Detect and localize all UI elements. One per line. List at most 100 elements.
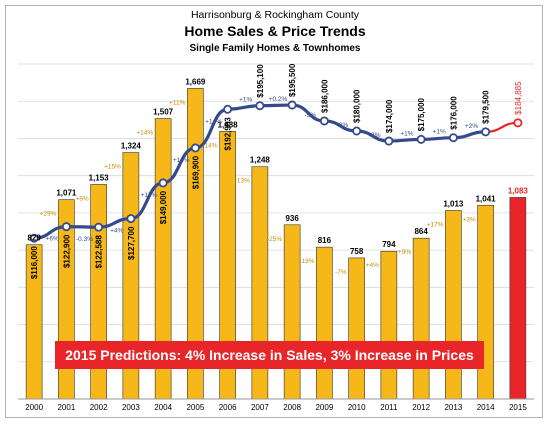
- price-point: [513, 118, 523, 128]
- x-axis: 2000 2001 2002 2003 2004 2005 2006 2007 2008 2009…: [18, 398, 534, 412]
- x-tick-label: 2008: [283, 403, 301, 412]
- sales-label: 816: [318, 236, 332, 245]
- x-tick-label: 2006: [219, 403, 237, 412]
- price-change-label: +4%: [110, 228, 123, 235]
- sales-change-label: +4%: [366, 262, 379, 269]
- sales-label: 794: [382, 240, 396, 249]
- data-labels: 829 1,071 1,153 1,324 1,507 1,669 1,438 1,248 93…: [27, 63, 528, 279]
- sales-change-label: -7%: [335, 269, 347, 276]
- x-tick-label: 2003: [122, 403, 140, 412]
- sales-label: 1,324: [121, 142, 142, 151]
- sales-change-label: -14%: [202, 142, 217, 149]
- banner-text: 2015 Predictions: 4% Increase in Sales, …: [65, 347, 474, 363]
- bar: [283, 224, 301, 400]
- x-tick-label: 2010: [348, 403, 366, 412]
- sales-change-label: +15%: [104, 164, 121, 171]
- price-point: [61, 222, 71, 232]
- price-label: $179,500: [482, 90, 491, 124]
- chart-frame: Harrisonburg & Rockingham County Home Sa…: [5, 5, 543, 418]
- x-tick-label: 2013: [444, 403, 462, 412]
- price-point: [287, 100, 297, 110]
- price-series: [29, 100, 523, 243]
- price-change-label: -3%: [369, 132, 381, 139]
- price-label: $186,000: [320, 79, 329, 113]
- price-change-label: -5%: [304, 112, 316, 119]
- x-tick-label: 2012: [412, 403, 430, 412]
- chart: Harrisonburg & Rockingham County Home Sa…: [18, 9, 534, 412]
- x-tick-label: 2015: [509, 403, 527, 412]
- x-tick-label: 2014: [477, 403, 495, 412]
- x-tick-label: 2004: [154, 403, 172, 412]
- sales-label: 936: [285, 214, 299, 223]
- sales-change-label: +9%: [398, 249, 411, 256]
- bar: [380, 250, 398, 400]
- price-label: $116,000: [30, 246, 39, 279]
- bar: [477, 204, 494, 400]
- sales-label: 1,248: [250, 156, 271, 165]
- price-label: $174,000: [385, 99, 394, 133]
- price-point: [384, 136, 394, 146]
- price-label: $169,900: [191, 155, 200, 189]
- sales-label: 1,438: [218, 120, 239, 129]
- price-change-label: +14%: [205, 118, 222, 125]
- price-point: [29, 233, 39, 243]
- price-change-label: -0.3%: [76, 236, 93, 243]
- price-label: $176,000: [449, 96, 458, 130]
- price-label: $180,000: [353, 89, 362, 123]
- price-point: [416, 134, 426, 144]
- chart-subtitle: Single Family Homes & Townhomes: [190, 43, 361, 54]
- sales-label: 829: [27, 234, 41, 243]
- price-point: [94, 222, 104, 232]
- sales-label: 1,071: [56, 189, 77, 198]
- price-label: $122,588: [95, 235, 104, 269]
- price-change-label: -3%: [337, 122, 349, 129]
- x-tick-label: 2001: [57, 403, 75, 412]
- price-label: $122,900: [62, 234, 71, 268]
- sales-label: 1,153: [89, 173, 110, 182]
- price-change-label: +17%: [141, 192, 158, 199]
- sales-label: 1,041: [476, 194, 497, 203]
- price-point: [319, 116, 329, 126]
- chart-title: Home Sales & Price Trends: [184, 23, 366, 39]
- bar: [348, 257, 365, 400]
- x-tick-label: 2002: [90, 403, 108, 412]
- price-change-label: +1%: [239, 97, 252, 104]
- sales-change-label: -13%: [299, 258, 314, 265]
- price-point: [126, 214, 136, 224]
- price-change-label: +0.2%: [269, 96, 288, 103]
- bar: [445, 210, 462, 400]
- price-label: $195,500: [288, 63, 297, 97]
- x-tick-label: 2005: [186, 403, 204, 412]
- sales-change-label: +3%: [462, 216, 475, 223]
- sales-change-label: +11%: [169, 99, 186, 106]
- sales-label: 1,013: [443, 199, 464, 208]
- price-label: $184,885: [514, 81, 523, 115]
- sales-label: 1,507: [153, 108, 174, 117]
- price-label: $127,700: [127, 226, 136, 260]
- x-tick-label: 2011: [380, 403, 398, 412]
- price-change-label: +1%: [433, 129, 446, 136]
- price-point: [352, 126, 362, 136]
- price-change-label: +1%: [400, 130, 413, 137]
- price-point: [190, 143, 200, 153]
- sales-change-label: +29%: [40, 211, 57, 218]
- bar: [412, 237, 430, 400]
- price-change-label: +2%: [465, 123, 478, 130]
- prediction-banner: 2015 Predictions: 4% Increase in Sales, …: [55, 341, 484, 369]
- sales-label: 758: [350, 247, 364, 256]
- price-label: $195,100: [256, 64, 265, 98]
- price-point: [481, 127, 491, 137]
- sales-label: 1,083: [508, 186, 529, 195]
- price-change-label: +14%: [173, 157, 190, 164]
- sales-change-label: +17%: [427, 221, 444, 228]
- price-point: [255, 101, 265, 111]
- sales-change-label: -13%: [235, 178, 250, 185]
- price-point: [223, 104, 233, 114]
- bar: [316, 246, 333, 400]
- banner-box: [55, 341, 484, 369]
- price-point: [448, 133, 458, 143]
- price-point: [158, 178, 168, 188]
- x-tick-label: 2009: [315, 403, 333, 412]
- x-tick-label: 2000: [25, 403, 43, 412]
- sales-change-label: -25%: [267, 236, 282, 243]
